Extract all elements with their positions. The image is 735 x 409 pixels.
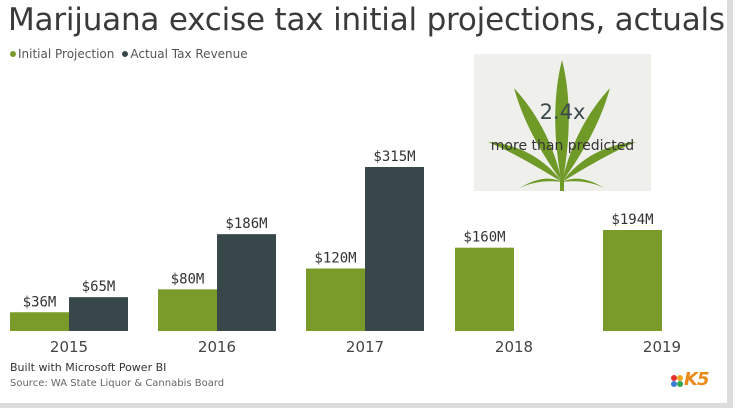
bar-initial-projection-2019[interactable] [603, 229, 662, 331]
source-note: Source: WA State Liquor & Cannabis Board [10, 378, 225, 389]
data-label-initial-projection-2016: $80M [171, 271, 205, 287]
data-label-actual-tax-revenue-2015: $65M [82, 279, 116, 295]
legend-dot-initial-projection [10, 51, 16, 57]
legend: Initial Projection Actual Tax Revenue [10, 47, 248, 61]
station-logo: K5 [670, 369, 720, 391]
x-tick-label-2019: 2019 [643, 338, 681, 356]
bar-actual-tax-revenue-2016[interactable] [217, 234, 276, 331]
callout-multiplier: 2.4x [539, 100, 586, 124]
data-label-initial-projection-2017: $120M [314, 251, 356, 267]
data-label-initial-projection-2018: $160M [463, 230, 505, 246]
cannabis-leaf-icon [488, 60, 636, 191]
callout-text: more than predicted [490, 138, 635, 154]
x-tick-label-2017: 2017 [346, 338, 384, 356]
peacock-icon [671, 375, 683, 387]
bar-actual-tax-revenue-2017[interactable] [365, 167, 424, 331]
data-label-actual-tax-revenue-2017: $315M [373, 149, 415, 165]
data-label-initial-projection-2015: $36M [23, 294, 57, 310]
callout-box: 2.4x more than predicted [474, 54, 651, 191]
legend-item-initial-projection[interactable]: Initial Projection [10, 47, 114, 61]
bar-initial-projection-2016[interactable] [158, 289, 217, 331]
bar-initial-projection-2018[interactable] [455, 247, 514, 331]
legend-item-actual-tax-revenue[interactable]: Actual Tax Revenue [122, 47, 248, 61]
legend-label-initial-projection: Initial Projection [18, 47, 115, 61]
x-tick-label-2015: 2015 [50, 338, 88, 356]
chart-title: Marijuana excise tax initial projections… [8, 2, 725, 38]
data-label-actual-tax-revenue-2016: $186M [225, 216, 267, 232]
bar-initial-projection-2015[interactable] [10, 312, 69, 331]
bar-initial-projection-2017[interactable] [306, 268, 365, 331]
built-with-note[interactable]: Built with Microsoft Power BI [10, 361, 167, 374]
x-tick-label-2018: 2018 [495, 338, 533, 356]
logo-text: K5 [684, 369, 710, 390]
legend-dot-actual-tax-revenue [122, 51, 129, 57]
legend-label-actual-tax-revenue: Actual Tax Revenue [130, 47, 248, 61]
bar-actual-tax-revenue-2015[interactable] [69, 297, 128, 331]
data-label-initial-projection-2019: $194M [611, 212, 653, 228]
x-tick-label-2016: 2016 [198, 338, 236, 356]
